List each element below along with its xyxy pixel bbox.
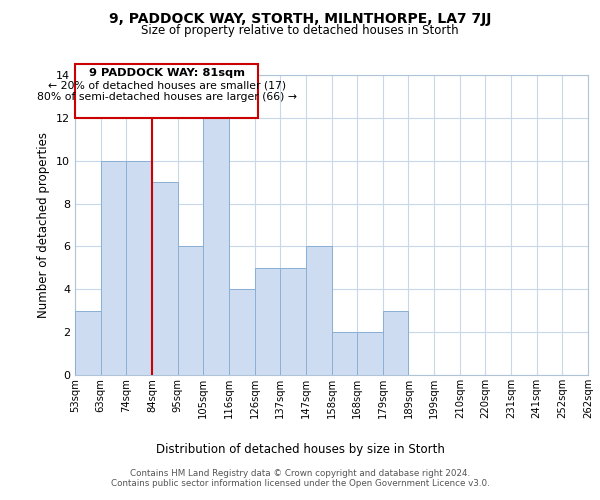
Bar: [280, 268, 306, 375]
Bar: [357, 332, 383, 375]
Text: 9 PADDOCK WAY: 81sqm: 9 PADDOCK WAY: 81sqm: [89, 68, 245, 78]
Text: Size of property relative to detached houses in Storth: Size of property relative to detached ho…: [141, 24, 459, 37]
Bar: [203, 118, 229, 375]
Text: ← 20% of detached houses are smaller (17): ← 20% of detached houses are smaller (17…: [47, 80, 286, 90]
Text: Contains public sector information licensed under the Open Government Licence v3: Contains public sector information licen…: [110, 479, 490, 488]
Bar: [306, 246, 331, 375]
Text: 9, PADDOCK WAY, STORTH, MILNTHORPE, LA7 7JJ: 9, PADDOCK WAY, STORTH, MILNTHORPE, LA7 …: [109, 12, 491, 26]
Bar: [101, 160, 127, 375]
Bar: [383, 310, 409, 375]
Text: Distribution of detached houses by size in Storth: Distribution of detached houses by size …: [155, 442, 445, 456]
Text: 80% of semi-detached houses are larger (66) →: 80% of semi-detached houses are larger (…: [37, 92, 296, 102]
Bar: [75, 310, 101, 375]
Bar: [254, 268, 280, 375]
Bar: [331, 332, 357, 375]
Bar: [178, 246, 203, 375]
Text: Contains HM Land Registry data © Crown copyright and database right 2024.: Contains HM Land Registry data © Crown c…: [130, 469, 470, 478]
Bar: [152, 182, 178, 375]
Y-axis label: Number of detached properties: Number of detached properties: [37, 132, 50, 318]
Bar: [229, 290, 254, 375]
Bar: [127, 160, 152, 375]
